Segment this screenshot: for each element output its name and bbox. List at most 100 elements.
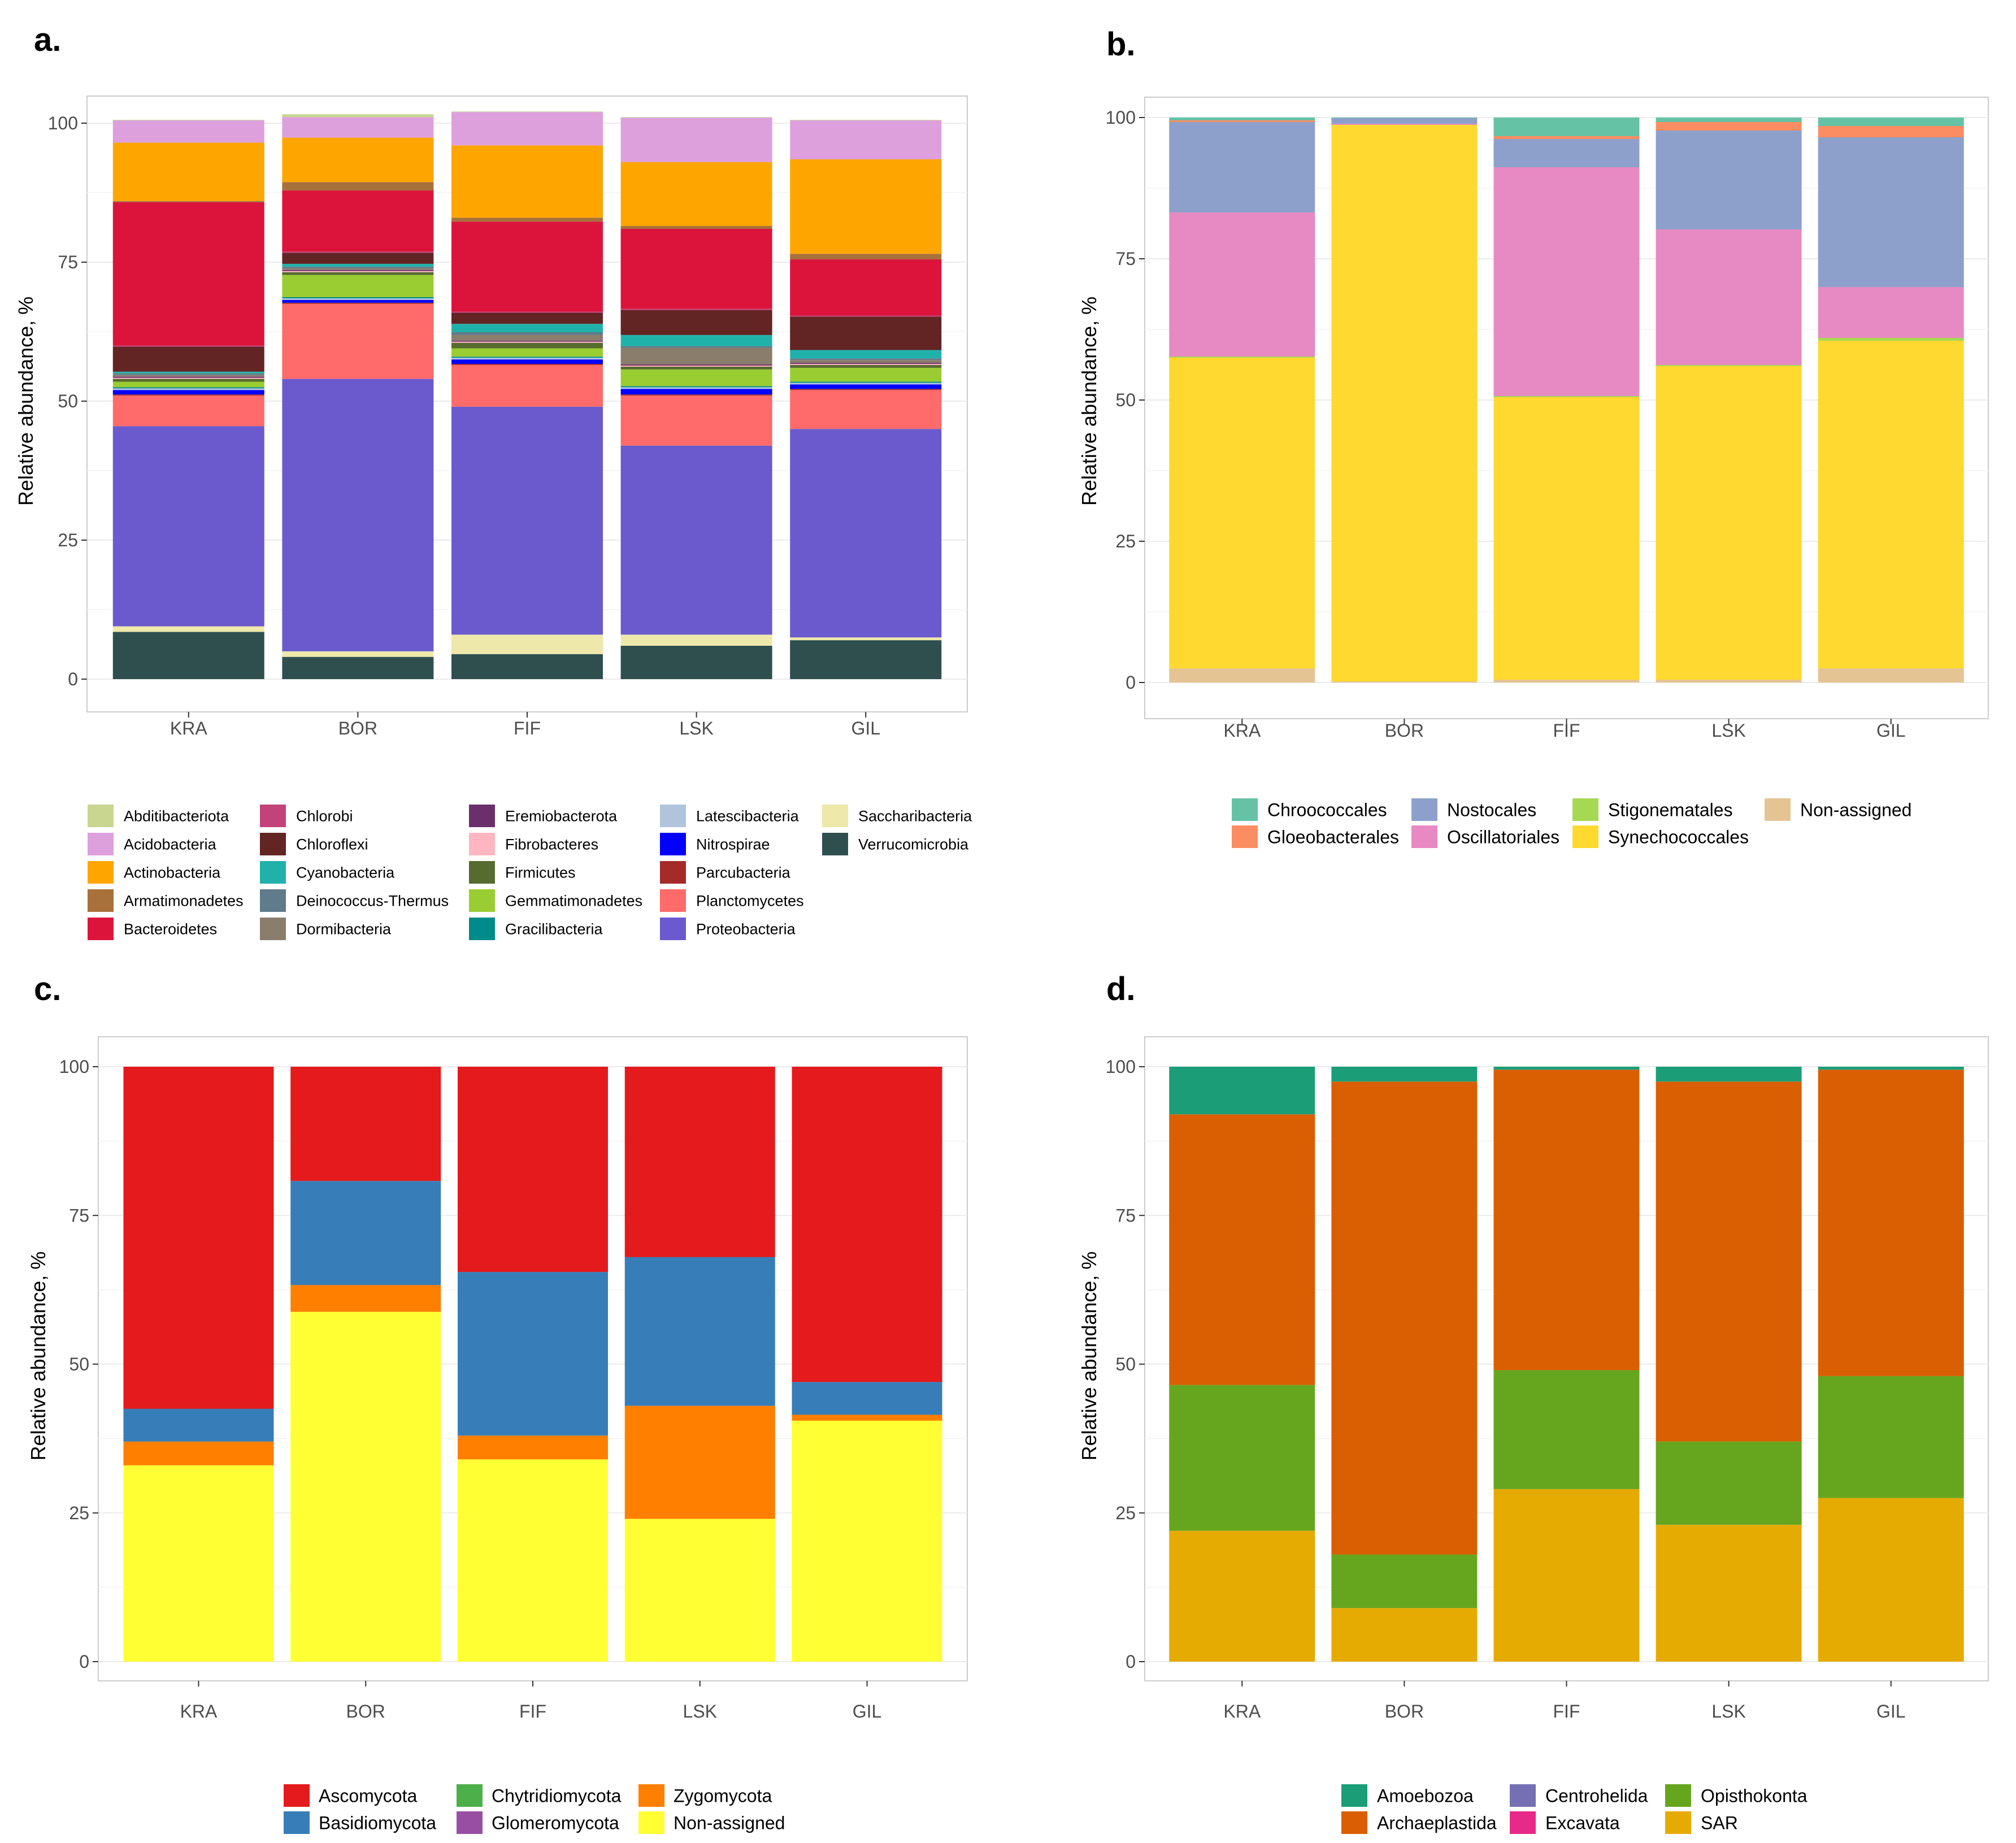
legend-swatch	[469, 918, 495, 940]
bar-segment-archaeplastida	[1331, 1081, 1478, 1555]
bar-segment-armatimonadetes	[451, 218, 603, 222]
bar-segment-bacteroidetes	[790, 259, 942, 316]
legend: Ascomycota Basidiomycota Chytridiomycota Gl…	[284, 1784, 785, 1834]
bar-segment-latescibacteria	[451, 358, 603, 360]
legend-swatch	[88, 918, 114, 940]
bar-segment-synechococcales	[1331, 125, 1478, 681]
legend-swatch	[1572, 825, 1598, 848]
y-tick-label: 0	[1126, 672, 1136, 693]
bar-segment-firmicutes	[790, 365, 942, 368]
legend-label: Oscillatoriales	[1447, 827, 1559, 847]
legend: Amoebozoa Archaeplastida Centrohelida Excav…	[1341, 1784, 1808, 1834]
legend-item-planctomycetes: Planctomycetes	[660, 889, 804, 912]
legend-item-nitrospirae: Nitrospirae	[660, 833, 770, 855]
legend-swatch	[822, 833, 848, 855]
bar-segment-chloroflexi	[112, 346, 264, 372]
legend-label: Cyanobacteria	[296, 864, 395, 881]
bar-segment-actinobacteria	[620, 162, 772, 227]
x-tick-label: KRA	[170, 718, 207, 738]
bar-segment-nitrospirae	[451, 359, 603, 364]
y-tick-label: 0	[79, 1651, 89, 1672]
bar-stack-kra	[1169, 1067, 1315, 1662]
bar-segment-gemmatimonadetes	[451, 348, 603, 357]
bar-stack-lsk	[1656, 118, 1802, 683]
bar-segment-gloeobacterales	[1493, 136, 1640, 139]
legend-item-bacteroidetes: Bacteroidetes	[88, 918, 217, 940]
bar-segment-synechococcales	[1493, 397, 1640, 680]
bar-segment-oscillatoriales	[1169, 212, 1315, 357]
bar-segment-zygomycota	[458, 1435, 608, 1459]
legend-item-proteobacteria: Proteobacteria	[660, 918, 796, 940]
legend-swatch	[1411, 825, 1437, 848]
bar-segment-armatimonadetes	[112, 201, 264, 202]
legend-swatch	[1232, 825, 1258, 848]
bar-segment-firmicutes	[282, 272, 434, 275]
bar-segment-acidobacteria	[451, 112, 603, 146]
bar-segment-cyanobacteria	[790, 350, 942, 359]
legend-label: Abditibacteriota	[124, 808, 229, 825]
legend-swatch	[660, 805, 686, 827]
bar-segment-acidobacteria	[112, 120, 264, 143]
legend-label: Amoebozoa	[1377, 1786, 1474, 1806]
bar-segment-nitrospirae	[790, 384, 942, 389]
legend-label: Chytridiomycota	[492, 1786, 622, 1806]
bar-segment-ascomycota	[458, 1067, 608, 1272]
y-tick-label: 75	[69, 1205, 89, 1225]
bar-segment-zygomycota	[624, 1406, 775, 1519]
bar-segment-firmicutes	[620, 366, 772, 370]
legend-item-excavata: Excavata	[1510, 1811, 1620, 1834]
x-tick-label: GIL	[1876, 720, 1906, 741]
bar-stack-kra	[1169, 118, 1315, 683]
bar-segment-non-assigned	[1656, 680, 1802, 683]
bar-segment-gloeobacterales	[1656, 122, 1802, 131]
y-tick-label: 0	[1126, 1651, 1136, 1672]
bar-stack-bor	[282, 114, 434, 679]
legend-label: Parcubacteria	[696, 864, 791, 881]
bar-segment-actinobacteria	[790, 159, 942, 254]
legend-item-deinococcus-thermus: Deinococcus-Thermus	[260, 889, 449, 912]
legend-label: Gemmatimonadetes	[505, 893, 642, 910]
panel-label: a.	[34, 21, 61, 58]
legend-swatch	[1572, 798, 1598, 821]
chart-panel-d: d. 0 25 50 75 100 KRA BOR FIF LSK GIL Relative abun…	[1077, 971, 1989, 1834]
bar-segment-saccharibacteria	[620, 634, 772, 646]
bar-segment-sar	[1331, 1608, 1478, 1662]
legend-label: Actinobacteria	[124, 864, 221, 881]
bar-segment-chlorobi	[112, 345, 264, 347]
legend-label: Non-assigned	[674, 1813, 785, 1833]
bar-segment-latescibacteria	[790, 382, 942, 385]
bar-segment-nitrospirae	[282, 299, 434, 303]
y-tick-label: 100	[59, 1057, 89, 1077]
x-tick-label: BOR	[1385, 1701, 1424, 1722]
legend-label: Armatimonadetes	[124, 893, 244, 910]
legend-item-nostocales: Nostocales	[1411, 798, 1536, 821]
y-tick-label: 100	[48, 113, 78, 133]
legend-label: Chroococcales	[1267, 800, 1387, 820]
bar-stack-lsk	[620, 117, 772, 679]
bar-segment-cyanobacteria	[282, 263, 434, 267]
legend-item-gloeobacterales: Gloeobacterales	[1232, 825, 1399, 848]
legend-label: Centrohelida	[1545, 1786, 1648, 1806]
legend-swatch	[469, 833, 495, 855]
bar-segment-proteobacteria	[282, 379, 434, 651]
legend-label: Opisthokonta	[1701, 1786, 1808, 1806]
bar-segment-non-assigned	[1818, 668, 1964, 683]
bar-segment-armatimonadetes	[620, 226, 772, 229]
legend-item-parcubacteria: Parcubacteria	[660, 861, 791, 884]
legend-item-acidobacteria: Acidobacteria	[88, 833, 217, 855]
legend-swatch	[660, 833, 686, 855]
legend-swatch	[660, 889, 686, 912]
bar-segment-stigonematales	[1493, 396, 1640, 397]
legend-label: Firmicutes	[505, 864, 576, 881]
legend-label: Synechococcales	[1608, 827, 1749, 847]
x-tick-label: LSK	[679, 718, 713, 738]
bar-segment-eremiobacterota	[620, 364, 772, 366]
legend-label: Stigonematales	[1608, 800, 1733, 820]
bar-segment-non-assigned	[792, 1420, 942, 1662]
bar-segment-bacteroidetes	[451, 221, 603, 312]
legend-item-abditibacteriota: Abditibacteriota	[88, 805, 229, 827]
bar-segment-deinococcus-thermus	[790, 358, 942, 360]
y-tick-label: 50	[69, 1354, 89, 1375]
bar-segment-nostocales	[1493, 139, 1640, 167]
legend-swatch	[1510, 1784, 1536, 1807]
